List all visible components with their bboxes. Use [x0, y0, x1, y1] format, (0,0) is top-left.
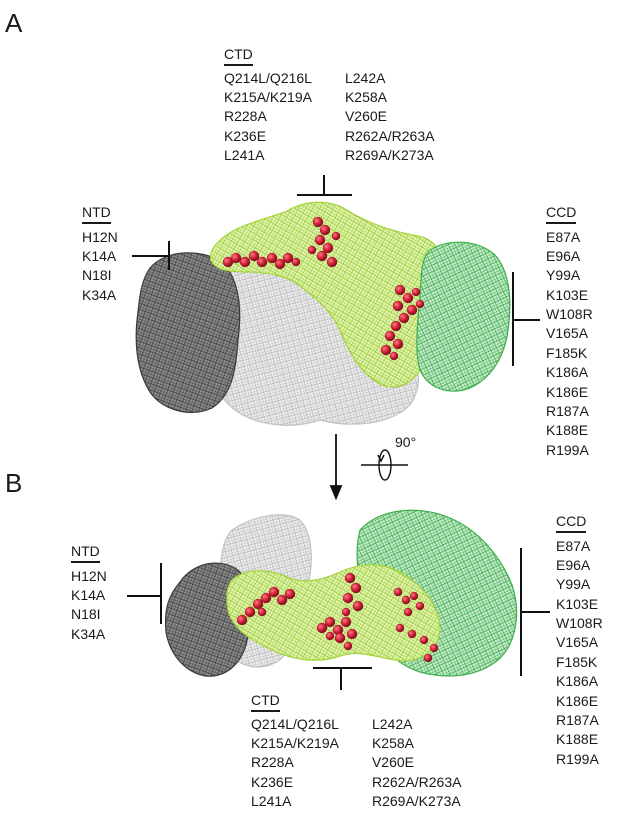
mutation-label: L241A [224, 147, 265, 164]
ntd-label-a: NTD H12N K14A N18I K34A [82, 203, 118, 305]
mutation-label: W108R [546, 306, 593, 323]
mutation-label: V165A [546, 325, 589, 342]
mutation-label: K34A [71, 625, 106, 642]
rotation-icon [361, 449, 408, 481]
mutation-label: F185K [556, 653, 598, 670]
mutation-label: L242A [371, 715, 413, 732]
mutation-label: K186A [556, 673, 599, 690]
panel-label-b: B [5, 468, 23, 498]
ctd-mutations-col2-a: L242A K258A V260E R262A/R263A R269A/K273… [345, 69, 435, 166]
mutation-label: K188E [546, 422, 589, 439]
ccd-heading-a: CCD [546, 203, 576, 224]
mutation-label: K103E [556, 595, 599, 612]
ctd-heading-a: CTD [224, 45, 253, 66]
ccd-mutations-b: E87A E96A Y99A K103E W108R V165A F185K K… [556, 537, 603, 770]
mutation-label: E96A [546, 247, 581, 264]
ntd-heading-a: NTD [82, 203, 111, 224]
mutation-label: K215A/K219A [224, 88, 312, 105]
mutation-label: R199A [546, 441, 589, 458]
mutation-label: R187A [556, 712, 599, 729]
mutation-label: E96A [556, 556, 591, 573]
mutation-label: L241A [251, 793, 292, 810]
mutation-label: F185K [546, 344, 588, 361]
mutation-label: K236E [224, 127, 267, 144]
ccd-heading-b: CCD [556, 512, 586, 533]
ctd-label-a: CTD Q214L/Q216L K215A/K219A R228A K236E … [224, 45, 434, 165]
ntd-bracket-a [132, 241, 170, 270]
ctd-mutations-col2-b: L242A K258A V260E R262A/R263A R269A/K273… [372, 715, 462, 812]
residue-spheres-b [236, 572, 439, 663]
transition-arrow [329, 434, 343, 501]
rotation-label: 90° [395, 434, 417, 450]
residue-spheres-a [222, 216, 425, 361]
ctd-heading-b: CTD [251, 691, 280, 712]
ntd-label-b: NTD H12N K14A N18I K34A [71, 542, 107, 644]
structure-view-a [135, 201, 511, 426]
mutation-label: Q214L/Q216L [224, 69, 312, 86]
ccd-label-a: CCD E87A E96A Y99A K103E W108R V165A F18… [546, 203, 593, 460]
ntd-bracket-b [127, 563, 162, 624]
mutation-label: K236E [251, 773, 294, 790]
structure-view-b [164, 509, 518, 677]
mutation-label: R262A/R263A [371, 773, 462, 790]
mutation-label: R269A/K273A [344, 147, 434, 164]
mutation-label: Y99A [556, 576, 591, 593]
mutation-label: K186E [546, 383, 589, 400]
mutation-label: R269A/K273A [371, 793, 461, 810]
mutation-label: K258A [344, 88, 388, 105]
ntd-mutations-a: H12N K14A N18I K34A [82, 228, 118, 306]
mutation-label: Y99A [546, 267, 581, 284]
ctd-bracket-a [297, 175, 352, 196]
ntd-mutations-b: H12N K14A N18I K34A [71, 567, 107, 645]
mutation-label: K34A [82, 286, 117, 303]
mutation-label: E87A [556, 537, 591, 554]
ctd-bracket-b [313, 667, 372, 690]
mutation-label: N18I [82, 267, 112, 284]
mutation-label: V165A [556, 634, 599, 651]
ccd-bracket-b [520, 548, 550, 676]
mutation-label: N18I [71, 606, 101, 623]
mutation-label: Q214L/Q216L [251, 715, 339, 732]
mutation-label: V260E [371, 754, 415, 771]
ccd-mutations-a: E87A E96A Y99A K103E W108R V165A F185K K… [546, 228, 593, 461]
mutation-label: K186E [556, 692, 599, 709]
mutation-label: E87A [546, 228, 581, 245]
mutation-label: K186A [546, 364, 589, 381]
panel-label-a: A [5, 8, 23, 38]
mutation-label: K14A [71, 586, 106, 603]
mutation-label: W108R [556, 615, 603, 632]
mutation-label: K188E [556, 731, 599, 748]
mutation-label: R228A [251, 754, 294, 771]
ctd-mutations-col1-b: Q214L/Q216L K215A/K219A R228A K236E L241… [251, 715, 339, 812]
mutation-label: H12N [71, 567, 107, 584]
mutation-label: K14A [82, 247, 117, 264]
mutation-label: H12N [82, 228, 118, 245]
ccd-label-b: CCD E87A E96A Y99A K103E W108R V165A F18… [556, 512, 603, 769]
ntd-heading-b: NTD [71, 542, 100, 563]
mutation-label: R228A [224, 108, 267, 125]
mutation-label: K258A [371, 734, 415, 751]
mutation-label: L242A [344, 69, 386, 86]
mutation-label: V260E [344, 108, 388, 125]
mutation-label: R187A [546, 403, 589, 420]
mutation-label: K215A/K219A [251, 734, 339, 751]
ctd-mutations-col1-a: Q214L/Q216L K215A/K219A R228A K236E L241… [224, 69, 312, 166]
mutation-label: R262A/R263A [344, 127, 435, 144]
mutation-label: K103E [546, 286, 589, 303]
ccd-bracket-a [512, 272, 540, 366]
ctd-label-b: CTD Q214L/Q216L K215A/K219A R228A K236E … [251, 691, 461, 811]
mutation-label: R199A [556, 750, 599, 767]
